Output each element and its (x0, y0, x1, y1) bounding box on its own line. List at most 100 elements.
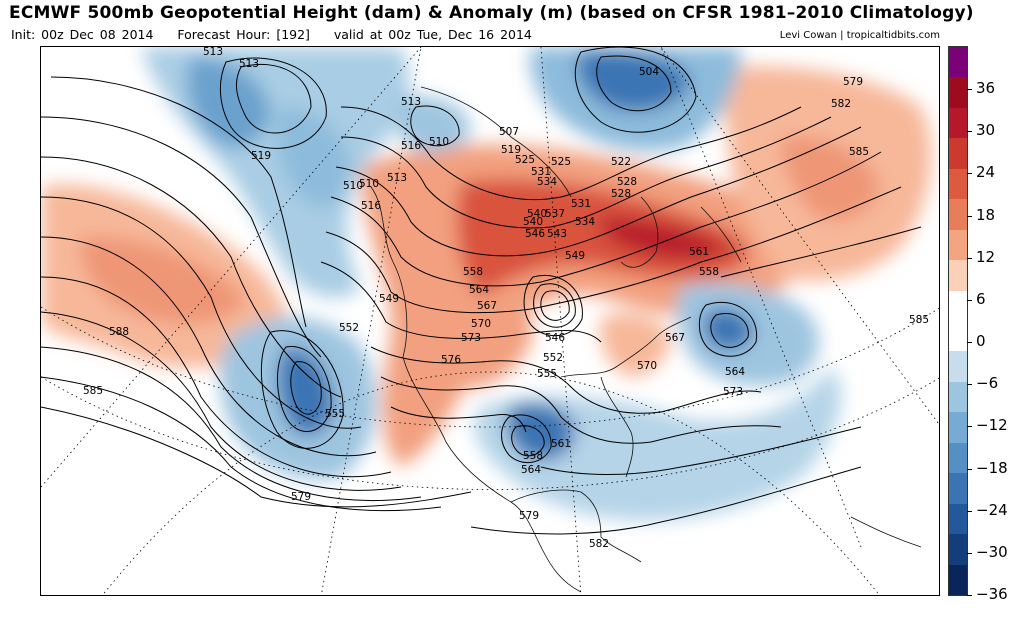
valid-time: valid at 00z Tue, Dec 16 2014 (333, 27, 532, 42)
colorbar-label: 30 (976, 121, 996, 140)
contour-label: 525 (515, 154, 535, 166)
colorbar-segment (949, 260, 967, 292)
contour-line (50, 76, 307, 328)
contour-line (370, 346, 762, 414)
colorbar-tick (967, 173, 972, 175)
map-canvas[interactable]: 5135045795135135105105075825195165135105… (41, 47, 940, 596)
colorbar-segment (949, 107, 967, 139)
contour-label: 585 (849, 146, 869, 158)
contour-line (235, 63, 312, 134)
contour-label: 528 (617, 176, 637, 188)
colorbar-label: 6 (976, 289, 986, 308)
contour-label: 519 (501, 144, 521, 156)
contour-label: 558 (523, 450, 543, 462)
coastline (700, 206, 742, 263)
colorbar-label: 36 (976, 79, 996, 98)
contour-label: 516 (361, 200, 381, 212)
chart-title: ECMWF 500mb Geopotential Height (dam) & … (9, 3, 974, 23)
colorbar-tick (967, 342, 972, 344)
colorbar (948, 46, 968, 596)
graticule-line (41, 376, 939, 490)
contour-line (380, 376, 782, 444)
contour-line (574, 47, 697, 133)
contour-label: 540 (527, 208, 547, 220)
contour-label: 534 (537, 176, 557, 188)
contour-label: 504 (639, 66, 659, 78)
contour-label: 570 (471, 318, 491, 330)
contour-label: 528 (611, 188, 631, 200)
contour-line (219, 57, 327, 149)
graticule-line (660, 47, 939, 425)
colorbar-tick (967, 426, 972, 428)
contour-label: 546 (545, 332, 565, 344)
contour-label: 564 (725, 366, 745, 378)
east-pacific-trough-core (277, 347, 334, 436)
contour-label: 552 (543, 352, 563, 364)
colorbar-segment (949, 199, 967, 231)
contour-line (41, 236, 377, 457)
coastline (370, 186, 582, 593)
colorbar-segment (949, 321, 967, 352)
contour-label: 516 (401, 140, 421, 152)
colorbar-segment (949, 47, 967, 78)
contour-label: 555 (325, 408, 345, 420)
graticule (41, 47, 939, 595)
contour-label: 513 (239, 58, 259, 70)
gulf-alaska-trough (277, 107, 351, 208)
contour-label: 561 (551, 438, 571, 450)
namerica-ridge-deep (600, 217, 731, 259)
contour-line (698, 301, 758, 357)
contour-label: 573 (461, 332, 481, 344)
contour-label: 558 (699, 266, 719, 278)
contour-label: 567 (477, 300, 497, 312)
contour-line (41, 276, 392, 478)
contour-label: 576 (441, 354, 461, 366)
contour-label: 531 (571, 198, 591, 210)
graticule-line (41, 306, 939, 428)
colorbar-segment (949, 534, 967, 566)
contour-label: 525 (551, 156, 571, 168)
contour-label: 531 (531, 166, 551, 178)
contour-label: 510 (359, 178, 379, 190)
colorbar-tick (967, 131, 972, 133)
contour-line (277, 346, 332, 432)
colorbar-tick (967, 468, 972, 470)
sw-us-ridge-anomaly (420, 293, 533, 388)
colorbar-label: 0 (976, 332, 986, 351)
contour-line (325, 186, 902, 314)
init-time: Init: 00z Dec 08 2014 (11, 27, 154, 42)
contour-label: 585 (83, 385, 103, 397)
contour-label: 573 (723, 386, 743, 398)
contour-label: 564 (469, 284, 489, 296)
forecast-hour: Forecast Hour: [192] (177, 27, 310, 42)
weather-map[interactable]: 513 504 579 513 513 510 510 507 582 519 516 513 510 5… (40, 46, 940, 596)
coastlines (370, 86, 922, 593)
namerica-ridge-core (457, 178, 748, 297)
colorbar-segment (949, 381, 967, 413)
colorbar-label: −12 (976, 416, 1008, 435)
contour-line (41, 196, 362, 429)
colorbar-tick (967, 299, 972, 301)
colorbar-tick (967, 552, 972, 554)
contour-line (540, 426, 862, 475)
colorbar-tick (967, 89, 972, 91)
graticule-line (41, 47, 422, 488)
coastline (560, 316, 692, 378)
colorbar-segment (949, 442, 967, 474)
colorbar-tick (967, 257, 972, 259)
colorbar-segment (949, 564, 967, 596)
contour-label: 507 (499, 126, 519, 138)
contour-label: 558 (463, 266, 483, 278)
contour-line (340, 106, 802, 201)
east-us-ridge-anomaly (600, 313, 671, 377)
contour-label: 546 (525, 228, 545, 240)
colorbar-tick (967, 594, 972, 596)
colorbar-segment (949, 412, 967, 444)
contour-line (290, 361, 322, 415)
contour-label: 549 (379, 293, 399, 305)
forecast-info: Init: 00z Dec 08 2014 Forecast Hour: [19… (11, 27, 532, 42)
contour-label: 543 (547, 228, 567, 240)
colorbar-tick (967, 510, 972, 512)
contour-label: 567 (665, 332, 685, 344)
coastline (420, 86, 572, 198)
